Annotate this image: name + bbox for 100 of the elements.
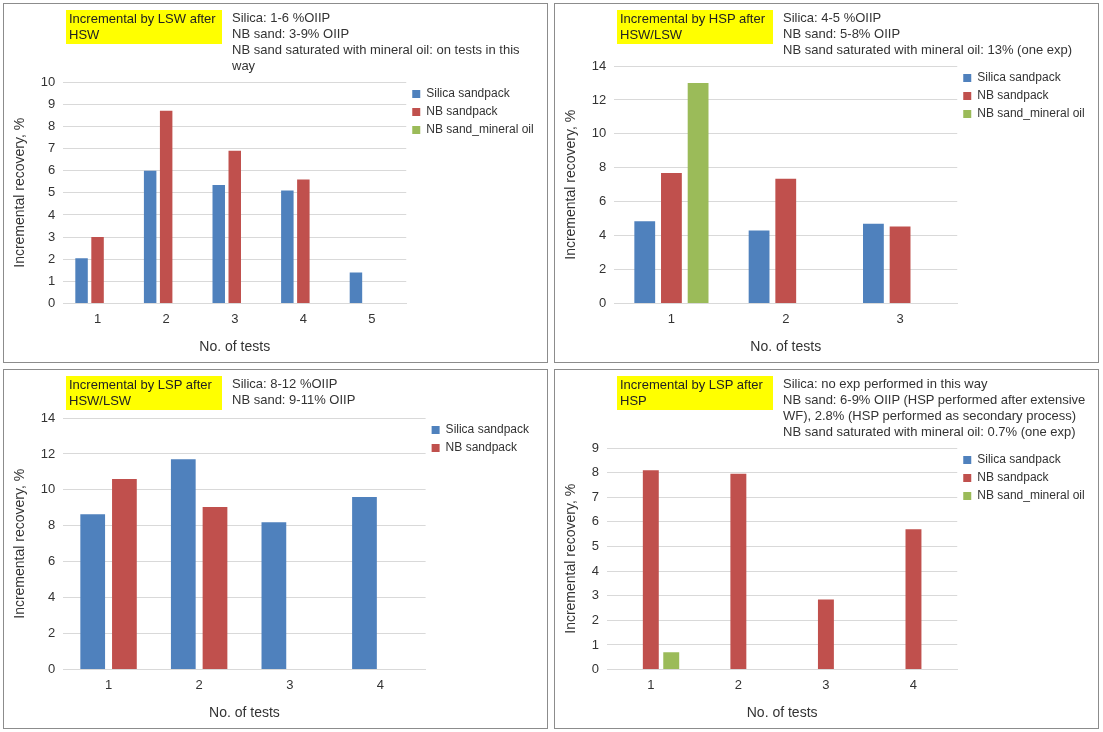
bar	[202, 506, 228, 670]
bar	[748, 230, 770, 304]
text: Silica: no exp performed in this way	[783, 376, 989, 392]
y-tick-label: 6	[48, 553, 56, 569]
y-tick-label: 0	[591, 661, 600, 677]
x-axis-title: No. of tests	[209, 704, 280, 721]
y-tick-label: 0	[48, 295, 56, 311]
bar	[905, 529, 922, 670]
legend-label: Silica sandpack	[426, 86, 511, 101]
bar	[817, 599, 834, 670]
bar	[634, 221, 656, 304]
bar	[663, 652, 680, 670]
x-tick-label: 4	[909, 676, 918, 692]
bar	[863, 223, 884, 304]
y-axis-title: Incremental recovery, %	[562, 483, 579, 634]
text: NB sand: 3-9% OIIP	[232, 26, 351, 42]
bar	[261, 522, 287, 670]
y-tick-label: 2	[48, 625, 56, 641]
bar	[730, 473, 747, 670]
chart-title: Incremental by LSP after HSW/LSW	[66, 376, 222, 410]
bar	[228, 150, 241, 304]
x-tick-label: 4	[299, 310, 307, 326]
y-tick-label: 6	[591, 513, 600, 529]
y-tick-label: 1	[591, 636, 600, 652]
text: Silica: 8-12 %OIIP	[232, 376, 339, 392]
x-tick-label: 1	[104, 676, 113, 692]
text: NB sand saturated with mineral oil: on tests in this way	[232, 42, 521, 74]
x-axis-title: No. of tests	[746, 704, 818, 721]
x-tick-label: 4	[376, 676, 384, 692]
x-tick-label: 3	[231, 310, 239, 326]
legend-label: NB sandpack	[445, 440, 518, 455]
y-axis-title: Incremental recovery, %	[562, 109, 579, 260]
x-axis-title: No. of tests	[750, 338, 822, 355]
y-tick-label: 9	[591, 439, 600, 455]
text: NB sand saturated with mineral oil: 0.7% (one exp)	[783, 424, 1077, 440]
y-tick-label: 14	[591, 57, 607, 73]
y-tick-label: 2	[599, 261, 607, 277]
x-tick-label: 2	[162, 310, 170, 326]
legend-label: NB sandpack	[977, 470, 1050, 485]
y-tick-label: 3	[48, 228, 56, 244]
x-axis-title: No. of tests	[199, 338, 271, 355]
y-axis-title: Incremental recovery, %	[11, 468, 28, 619]
y-tick-label: 4	[599, 227, 607, 243]
y-axis-title: Incremental recovery, %	[11, 117, 28, 268]
y-tick-label: 2	[48, 250, 56, 266]
y-tick-label: 3	[591, 587, 600, 603]
y-tick-label: 8	[591, 464, 600, 480]
bar	[775, 178, 797, 304]
x-tick-label: 2	[782, 310, 790, 326]
bar	[212, 185, 225, 304]
y-tick-label: 8	[48, 517, 56, 533]
text: NB sand saturated with mineral oil: 13% (one exp)	[783, 42, 1074, 58]
chart-title: Incremental by LSP after HSP	[617, 376, 773, 410]
text: NB sand: 6-9% OIIP (HSP performed after extensive WF), 2.8% (HSP performed as secondary process)	[783, 392, 1087, 424]
text: Silica: 4-5 %OIIP	[783, 10, 883, 26]
x-tick-label: 2	[195, 676, 203, 692]
bar	[170, 459, 196, 670]
y-tick-label: 10	[40, 481, 56, 497]
bar	[159, 110, 173, 304]
text: Silica: 1-6 %OIIP	[232, 10, 332, 26]
legend-label: Silica sandpack	[977, 452, 1062, 467]
bar	[143, 170, 157, 304]
bar	[91, 237, 104, 304]
y-tick-label: 12	[40, 445, 56, 461]
y-tick-label: 6	[48, 162, 56, 178]
bar	[661, 172, 682, 304]
bar	[80, 514, 106, 670]
bar	[349, 272, 363, 304]
chart-title: Incremental by LSW after HSW	[66, 10, 222, 44]
bar	[75, 258, 88, 304]
legend-label: NB sandpack	[977, 88, 1050, 103]
bar	[297, 179, 310, 304]
y-tick-label: 7	[48, 140, 56, 156]
legend-label: NB sand_mineral oil	[977, 488, 1085, 503]
y-tick-label: 10	[40, 73, 56, 89]
x-tick-label: 2	[734, 676, 742, 692]
x-tick-label: 3	[286, 676, 294, 692]
y-tick-label: 0	[48, 661, 56, 677]
bar	[642, 470, 659, 670]
y-tick-label: 4	[48, 206, 56, 222]
text: NB sand: 5-8% OIIP	[783, 26, 902, 42]
x-tick-label: 5	[368, 310, 376, 326]
y-tick-label: 14	[40, 409, 56, 425]
x-tick-label: 1	[647, 676, 655, 692]
legend-label: Silica sandpack	[977, 70, 1062, 85]
bar	[889, 226, 911, 304]
y-tick-label: 5	[591, 538, 600, 554]
bar	[112, 479, 137, 670]
x-tick-label: 3	[822, 676, 830, 692]
legend-label: Silica sandpack	[445, 422, 530, 437]
text: NB sand: 9-11% OIIP	[232, 392, 357, 408]
y-tick-label: 5	[48, 184, 56, 200]
legend-label: NB sandpack	[426, 104, 499, 119]
y-tick-label: 7	[591, 488, 600, 504]
y-tick-label: 6	[599, 193, 607, 209]
x-tick-label: 1	[667, 310, 676, 326]
y-tick-label: 4	[48, 589, 56, 605]
legend-label: NB sand_mineral oil	[977, 106, 1085, 121]
bar	[352, 497, 377, 670]
y-tick-label: 8	[48, 117, 56, 133]
